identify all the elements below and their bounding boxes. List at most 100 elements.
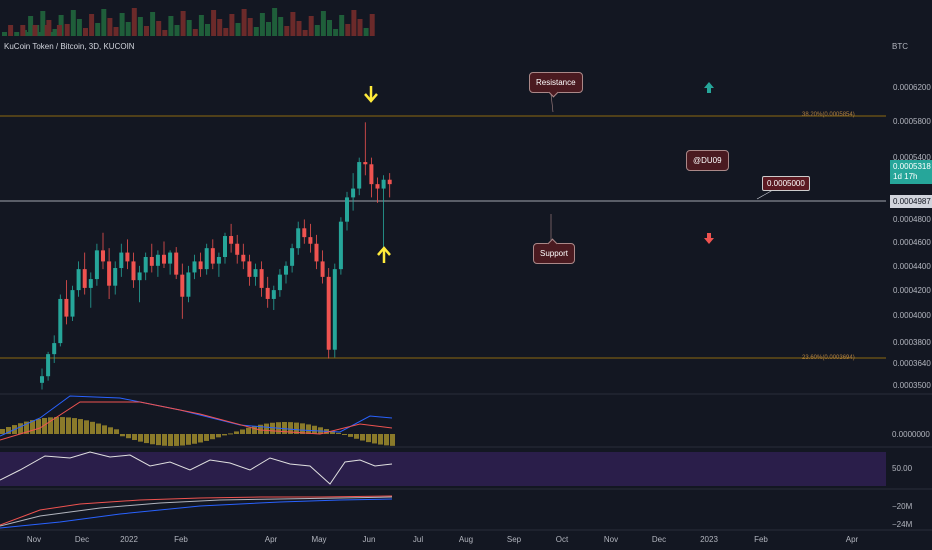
level-price-tag[interactable]: 0.0005000 bbox=[762, 176, 810, 191]
candle-body bbox=[210, 248, 215, 264]
volume-bar bbox=[113, 27, 119, 36]
volume-bar bbox=[125, 22, 131, 36]
volume-bar bbox=[28, 16, 34, 36]
volume-bar bbox=[76, 19, 82, 36]
candle-body bbox=[381, 179, 386, 189]
crosshair-price-tag[interactable]: 0.0004987 bbox=[890, 195, 932, 208]
volume-bar bbox=[20, 25, 26, 36]
volume-bar bbox=[8, 25, 14, 36]
vol-line-blue bbox=[0, 498, 393, 529]
volume-bar bbox=[302, 30, 308, 36]
author-callout[interactable]: @DU09 bbox=[686, 150, 729, 171]
candle-body bbox=[284, 265, 288, 275]
macd-bar bbox=[234, 431, 239, 434]
volume-bar bbox=[95, 23, 101, 36]
macd-zero-label: 0.0000000 bbox=[892, 430, 930, 439]
candle-body bbox=[253, 269, 258, 277]
vol-line-grey bbox=[0, 496, 393, 527]
candle-body bbox=[107, 261, 112, 286]
volume-bar bbox=[229, 14, 235, 36]
volume-bar bbox=[56, 25, 62, 36]
volume-bar bbox=[119, 13, 125, 36]
candle-body bbox=[223, 236, 227, 257]
author-label: @DU09 bbox=[693, 156, 722, 165]
time-tick: Apr bbox=[265, 535, 278, 544]
macd-bar bbox=[114, 429, 119, 434]
macd-bar bbox=[270, 422, 275, 434]
volume-bar bbox=[168, 16, 174, 36]
macd-bar bbox=[372, 434, 377, 444]
candle-body bbox=[58, 298, 63, 344]
red-down-arrow-icon bbox=[704, 233, 714, 244]
volume-bar bbox=[144, 26, 149, 36]
price-tick: 0.0004200 bbox=[893, 286, 931, 295]
price-tick: 0.0003640 bbox=[893, 359, 931, 368]
macd-bar bbox=[222, 434, 227, 436]
volume-bar bbox=[223, 28, 229, 36]
volume-bar bbox=[150, 12, 156, 36]
macd-bar bbox=[282, 422, 287, 434]
volume-bar bbox=[174, 25, 180, 36]
macd-bar bbox=[300, 423, 305, 434]
current-price: 0.0005318 bbox=[893, 162, 931, 171]
candle-body bbox=[113, 268, 118, 286]
time-axis[interactable]: Nov Dec 2022 Feb Apr May Jun Jul Aug Sep Oct Nov Dec… bbox=[27, 535, 859, 544]
macd-bar bbox=[258, 424, 263, 434]
volume-bar bbox=[107, 18, 113, 36]
price-axis[interactable]: 0.00062000.00058000.00054000.00050000.00… bbox=[893, 83, 931, 390]
candle-body bbox=[192, 261, 197, 273]
macd-bar bbox=[240, 429, 245, 434]
indicator-panels bbox=[0, 393, 932, 531]
macd-bar bbox=[348, 434, 353, 437]
symbol-title: KuCoin Token / Bitcoin, 3D, KUCOIN bbox=[4, 42, 135, 51]
annotation-arrows bbox=[364, 82, 714, 263]
volume-bar bbox=[192, 29, 198, 36]
candle-body bbox=[82, 269, 87, 288]
candle-body bbox=[296, 228, 301, 249]
macd-bar bbox=[126, 434, 131, 439]
signal-line bbox=[0, 401, 393, 441]
macd-bar bbox=[90, 421, 95, 434]
arrow-head bbox=[377, 246, 391, 256]
volume-bar bbox=[40, 11, 46, 36]
candle-body bbox=[204, 248, 209, 270]
price-tick: 0.0006200 bbox=[893, 83, 931, 92]
price-tick: 0.0003800 bbox=[893, 338, 931, 347]
volume-bar bbox=[272, 8, 278, 36]
macd-bar bbox=[294, 422, 299, 434]
volume-bar bbox=[284, 26, 290, 36]
time-tick: Feb bbox=[174, 535, 188, 544]
support-label: Support bbox=[540, 249, 569, 258]
candle-body bbox=[387, 179, 392, 185]
support-callout[interactable]: Support bbox=[533, 238, 576, 264]
volume-bar bbox=[64, 24, 70, 36]
macd-bar bbox=[24, 421, 29, 434]
resistance-label: Resistance bbox=[536, 78, 576, 87]
resistance-callout[interactable]: Resistance bbox=[529, 72, 583, 98]
macd-bar bbox=[6, 427, 11, 434]
time-tick: Aug bbox=[459, 535, 473, 544]
macd-bar bbox=[390, 434, 395, 446]
volume-bar bbox=[308, 16, 314, 36]
volume-bar bbox=[32, 25, 38, 36]
candle-body bbox=[338, 221, 343, 270]
volume-bar bbox=[50, 32, 56, 36]
candle-body bbox=[186, 272, 191, 297]
candlesticks bbox=[40, 122, 392, 390]
candle-body bbox=[143, 256, 148, 273]
candle-body bbox=[314, 243, 319, 262]
volume-bar bbox=[70, 10, 76, 36]
time-tick: Apr bbox=[846, 535, 859, 544]
macd-bar bbox=[180, 434, 185, 446]
volume-bar bbox=[156, 21, 162, 36]
macd-bar bbox=[48, 417, 53, 434]
macd-bar bbox=[306, 424, 311, 434]
current-price-tag[interactable]: 0.0005318 1d 17h bbox=[890, 160, 932, 184]
candle-body bbox=[259, 269, 264, 288]
volume-bar bbox=[278, 17, 284, 36]
macd-bar bbox=[102, 425, 107, 434]
time-tick: 2023 bbox=[700, 535, 718, 544]
macd-bar bbox=[36, 418, 41, 434]
volume-bar bbox=[26, 32, 32, 36]
